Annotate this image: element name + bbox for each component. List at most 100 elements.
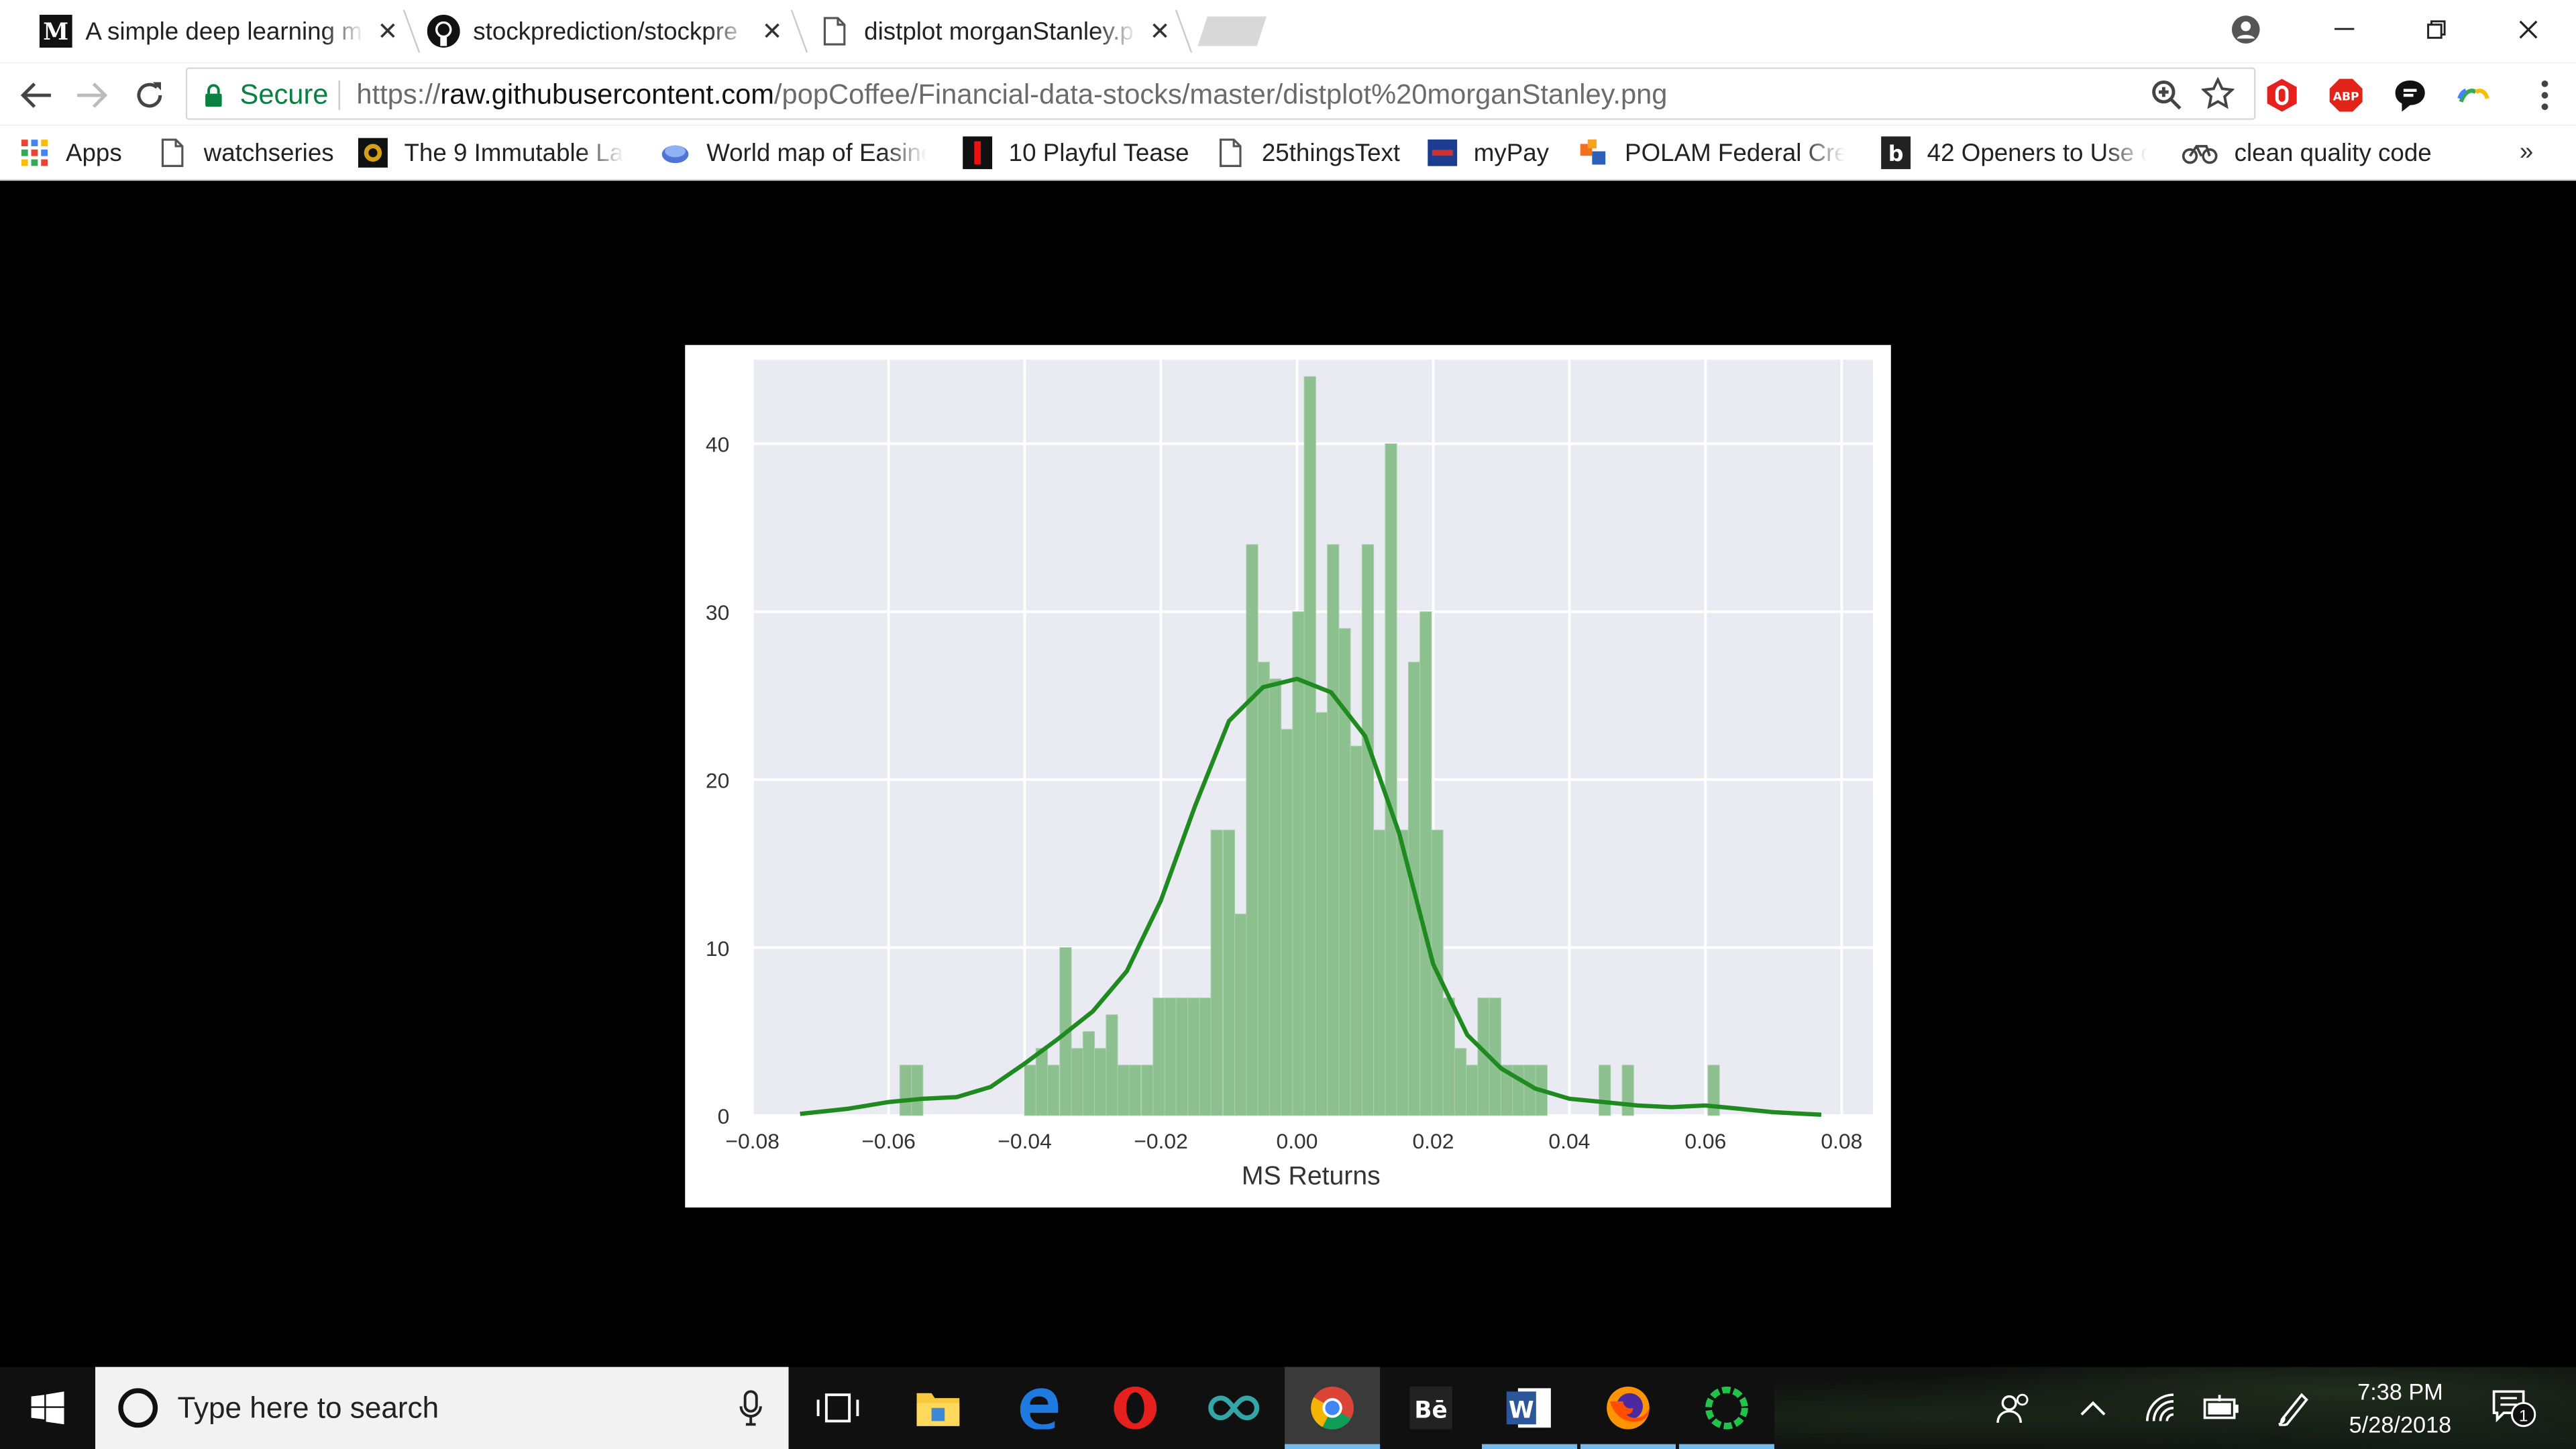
svg-text:b: b	[1888, 141, 1904, 166]
windows-taskbar: Type here to search Bē W	[0, 1366, 2576, 1449]
bookmark-42-openers[interactable]: b 42 Openers to Use o	[1881, 135, 2147, 171]
medium-icon: M	[39, 15, 72, 48]
behance-icon[interactable]: Bē	[1383, 1367, 1479, 1449]
microphone-icon[interactable]	[739, 1390, 762, 1434]
file-explorer-icon[interactable]	[890, 1367, 985, 1449]
chevron-up-icon[interactable]	[2074, 1390, 2113, 1426]
histogram-bar	[1210, 829, 1223, 1116]
edge-browser-icon[interactable]	[991, 1367, 1086, 1449]
action-center-icon[interactable]: 1	[2491, 1390, 2540, 1428]
taskbar-search[interactable]: Type here to search	[95, 1366, 789, 1449]
adblock-icon[interactable]: ABP	[2328, 77, 2364, 113]
restore-icon[interactable]	[2412, 10, 2461, 50]
browser-toolbar: Secure https://raw.githubusercontent.com…	[0, 62, 2576, 125]
histogram-bar	[1094, 1048, 1107, 1116]
histogram-bar	[1442, 998, 1455, 1116]
bookmark-polam[interactable]: POLAM Federal Cred	[1578, 135, 1845, 171]
histogram-bar	[1385, 443, 1397, 1116]
bookmark-label: watchseries	[203, 138, 334, 167]
y-tick-labels: 0 10 20 30 40	[706, 433, 729, 1128]
tab-close-icon[interactable]: ✕	[377, 17, 398, 46]
x-tick-label: 0.00	[1277, 1129, 1318, 1153]
chat-extension-icon[interactable]	[2392, 77, 2428, 113]
tab-distplot[interactable]: distplot morganStanley.p ✕	[818, 7, 1173, 56]
histogram-bar	[1466, 1065, 1479, 1116]
bookmark-clean-code[interactable]: clean quality code	[2182, 135, 2432, 171]
histogram-bar	[1222, 829, 1236, 1116]
x-tick-label: −0.04	[998, 1129, 1052, 1153]
distplot-image[interactable]: 0 10 20 30 40 −0.08 −0.06 −0.04 −0.02 0.00 0.02 0.…	[685, 345, 1891, 1208]
tab-separator	[402, 9, 421, 53]
bookmark-star-icon[interactable]	[2200, 76, 2235, 118]
bookmark-mypay[interactable]: myPay	[1428, 135, 1549, 171]
histogram-bar	[1152, 998, 1165, 1116]
people-icon[interactable]	[1994, 1390, 2034, 1426]
bookmark-world-map[interactable]: World map of Easine	[660, 135, 926, 171]
x-tick-label: −0.08	[725, 1129, 780, 1153]
battery-icon[interactable]	[2202, 1390, 2241, 1426]
opera-extension-icon[interactable]	[2264, 77, 2300, 113]
opera-browser-icon[interactable]	[1087, 1367, 1183, 1449]
bookmark-label: 25thingsText	[1261, 138, 1401, 167]
x-tick-label: 0.02	[1412, 1129, 1454, 1153]
histogram-bar	[1454, 1048, 1467, 1116]
histogram-bar	[1523, 1065, 1536, 1116]
reload-icon[interactable]	[128, 74, 171, 117]
histogram-bar	[1419, 611, 1432, 1116]
close-window-icon[interactable]	[2504, 10, 2553, 50]
start-button[interactable]	[0, 1367, 95, 1449]
arduino-icon[interactable]	[1186, 1367, 1281, 1449]
bookmark-immutable-laws[interactable]: The 9 Immutable La	[358, 135, 625, 171]
pen-icon[interactable]	[2273, 1390, 2313, 1426]
bookmark-watchseries[interactable]: watchseries	[158, 135, 334, 171]
back-icon[interactable]	[15, 74, 58, 117]
polam-icon	[1578, 138, 1608, 168]
profile-icon[interactable]	[2221, 10, 2270, 50]
rainbow-extension-icon[interactable]	[2456, 77, 2492, 113]
zoom-icon[interactable]	[2151, 79, 2184, 120]
bookmark-25things[interactable]: 25thingsText	[1216, 135, 1400, 171]
sync-app-icon[interactable]	[1678, 1367, 1774, 1449]
histogram-bar	[1035, 1048, 1049, 1116]
system-clock[interactable]: 7:38 PM 5/28/2018	[2330, 1375, 2471, 1441]
histogram-bar	[1303, 376, 1316, 1116]
wifi-icon[interactable]	[2142, 1390, 2182, 1426]
bookmark-label: myPay	[1473, 138, 1550, 167]
histogram-bar	[1327, 544, 1340, 1116]
address-bar[interactable]: Secure https://raw.githubusercontent.com…	[185, 67, 2256, 120]
url-text[interactable]: https://raw.githubusercontent.com/popCof…	[356, 78, 1668, 111]
more-bookmarks-icon[interactable]: »	[2519, 138, 2534, 166]
forward-icon[interactable]	[70, 74, 113, 117]
search-placeholder: Type here to search	[177, 1391, 439, 1425]
new-tab-button[interactable]	[1197, 16, 1267, 46]
svg-text:Bē: Bē	[1414, 1397, 1447, 1424]
firefox-icon[interactable]	[1580, 1367, 1676, 1449]
bookmark-apps[interactable]: Apps	[19, 135, 122, 171]
bookmark-label: The 9 Immutable La	[404, 138, 624, 167]
notification-count: 1	[2519, 1407, 2528, 1425]
x-tick-label: −0.02	[1134, 1129, 1188, 1153]
menu-dots-icon[interactable]	[2527, 77, 2563, 113]
histogram-bar	[1128, 1065, 1142, 1116]
svg-text:W: W	[1509, 1397, 1534, 1424]
active-indicator	[1285, 1444, 1381, 1449]
word-icon[interactable]: W	[1481, 1367, 1578, 1449]
tab-github[interactable]: stockprediction/stockpre ✕	[427, 7, 786, 56]
secure-label: Secure	[239, 78, 329, 111]
task-view-icon[interactable]	[790, 1367, 885, 1449]
bookmarks-bar: Apps watchseries The 9 Immutable La Worl…	[0, 125, 2576, 181]
minimize-icon[interactable]	[2320, 10, 2369, 50]
chrome-taskbar-icon[interactable]	[1285, 1366, 1381, 1449]
tab-title: A simple deep learning m	[85, 17, 362, 46]
kde-curve	[800, 676, 1822, 1117]
tab-medium[interactable]: M A simple deep learning m ✕	[39, 7, 401, 56]
histogram-bar	[1234, 913, 1247, 1116]
tab-close-icon[interactable]: ✕	[1149, 17, 1171, 46]
histogram-bar	[1396, 829, 1409, 1116]
histogram-bar	[1047, 1065, 1060, 1116]
histogram-bar	[1199, 998, 1212, 1116]
tab-close-icon[interactable]: ✕	[761, 17, 783, 46]
bookmark-playful-tease[interactable]: 10 Playful Tease	[963, 135, 1189, 171]
histogram-bar	[1281, 729, 1293, 1116]
histogram-bar	[1257, 661, 1270, 1116]
